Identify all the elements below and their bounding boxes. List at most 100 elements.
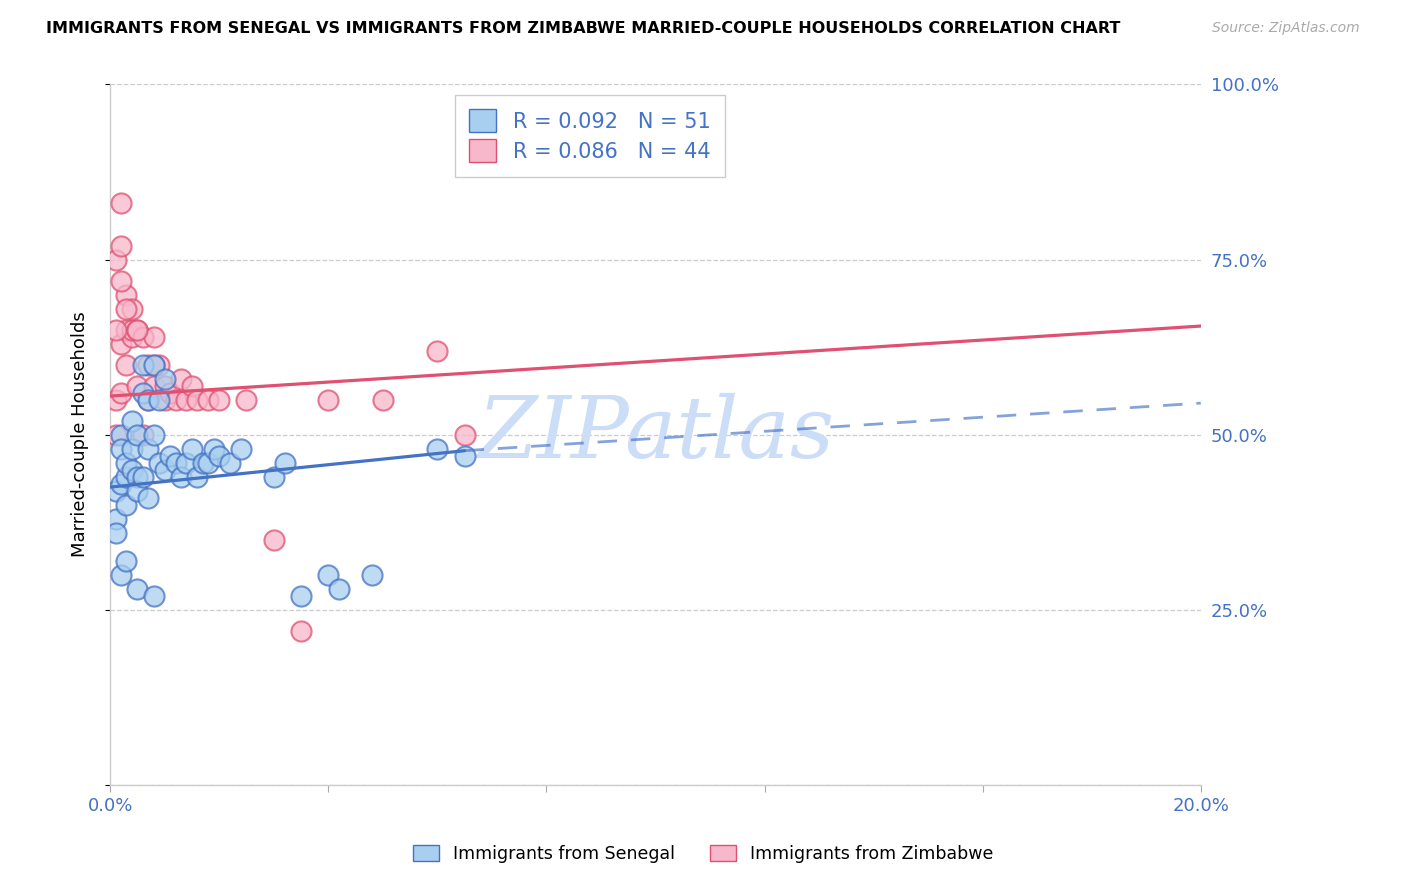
Point [136,442,159,456]
Text: IMMIGRANTS FROM SENEGAL VS IMMIGRANTS FROM ZIMBABWE MARRIED-COUPLE HOUSEHOLDS CO: IMMIGRANTS FROM SENEGAL VS IMMIGRANTS FR… [46,21,1121,36]
Point [263,533,285,547]
Point [110,273,132,287]
Point [263,469,285,483]
Point [153,392,176,407]
Point [371,392,394,407]
Point [142,329,165,343]
Point [127,322,149,336]
Point [104,427,127,442]
Point [132,427,155,442]
Point [316,392,339,407]
Point [127,427,149,442]
Point [132,358,155,372]
Text: ZIPatlas: ZIPatlas [477,393,834,476]
Point [121,301,143,316]
Point [132,469,155,483]
Legend: R = 0.092   N = 51, R = 0.086   N = 44: R = 0.092 N = 51, R = 0.086 N = 44 [454,95,725,177]
Point [127,378,149,392]
Point [426,442,449,456]
Point [115,358,138,372]
Point [153,378,176,392]
Point [170,371,193,385]
Point [110,336,132,351]
Point [115,456,138,470]
Point [148,392,170,407]
Point [110,196,132,211]
Point [142,427,165,442]
Point [426,343,449,358]
Point [104,322,127,336]
Point [453,427,475,442]
Point [328,582,350,596]
Point [115,498,138,512]
Point [121,329,143,343]
Point [165,456,187,470]
Point [159,385,181,400]
Point [127,469,149,483]
Point [176,392,198,407]
Point [136,392,159,407]
Point [235,392,257,407]
Point [290,624,312,638]
Point [121,442,143,456]
Point [153,371,176,385]
Y-axis label: Married-couple Households: Married-couple Households [72,311,89,558]
Point [208,392,231,407]
Point [142,358,165,372]
Point [136,358,159,372]
Point [121,322,143,336]
Point [180,378,202,392]
Point [136,392,159,407]
Text: Source: ZipAtlas.com: Source: ZipAtlas.com [1212,21,1360,35]
Point [104,511,127,525]
Point [186,469,208,483]
Point [110,427,132,442]
Point [273,456,295,470]
Point [290,589,312,603]
Point [142,358,165,372]
Point [115,554,138,568]
Point [132,385,155,400]
Point [202,442,225,456]
Point [110,442,132,456]
Point [180,442,202,456]
Point [186,392,208,407]
Point [159,449,181,463]
Point [148,456,170,470]
Point [165,392,187,407]
Legend: Immigrants from Senegal, Immigrants from Zimbabwe: Immigrants from Senegal, Immigrants from… [406,838,1000,870]
Point [110,238,132,252]
Point [110,567,132,582]
Point [115,322,138,336]
Point [121,414,143,428]
Point [148,358,170,372]
Point [316,567,339,582]
Point [104,392,127,407]
Point [197,392,219,407]
Point [360,567,382,582]
Point [453,449,475,463]
Point [104,483,127,498]
Point [136,491,159,505]
Point [115,287,138,301]
Point [127,483,149,498]
Point [170,469,193,483]
Point [197,456,219,470]
Point [142,378,165,392]
Point [115,469,138,483]
Point [104,525,127,540]
Point [153,462,176,476]
Point [229,442,252,456]
Point [132,329,155,343]
Point [191,456,214,470]
Point [142,589,165,603]
Point [176,456,198,470]
Point [127,322,149,336]
Point [121,462,143,476]
Point [110,385,132,400]
Point [110,476,132,491]
Point [115,301,138,316]
Point [104,252,127,267]
Point [127,582,149,596]
Point [208,449,231,463]
